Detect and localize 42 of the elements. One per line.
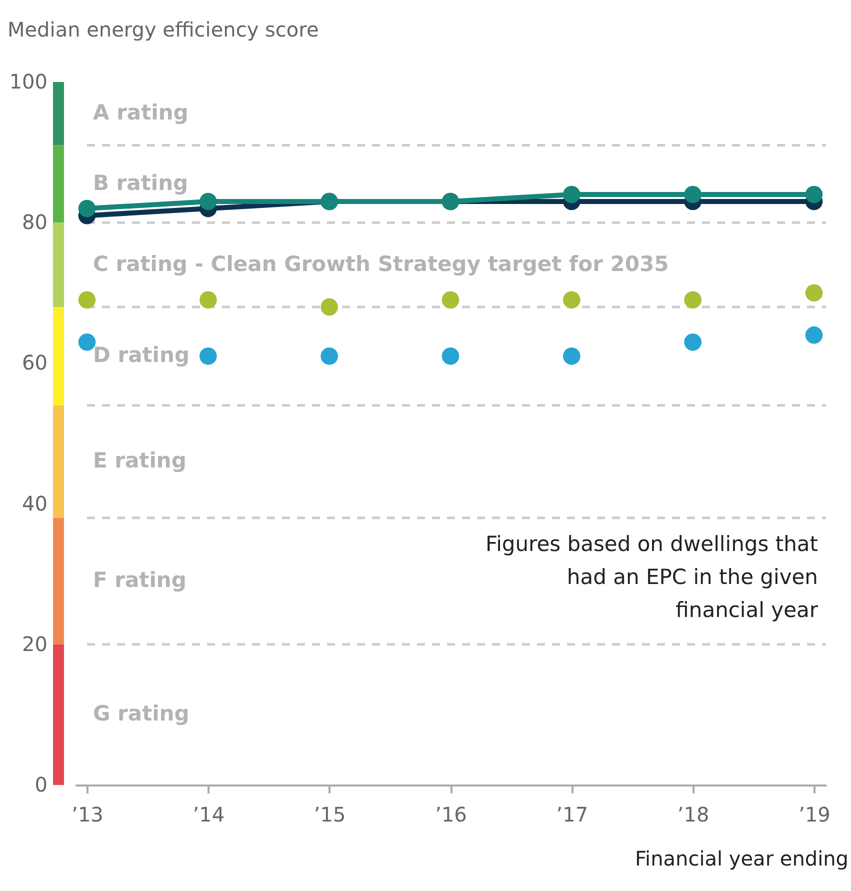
y-tick-label: 80 xyxy=(22,210,48,234)
point xyxy=(442,291,460,309)
x-tick-label: ’16 xyxy=(435,802,467,826)
point xyxy=(684,333,702,351)
x-tick-label: ’13 xyxy=(72,802,104,826)
point xyxy=(684,291,702,309)
x-axis-title: Financial year ending xyxy=(634,846,848,870)
point xyxy=(805,186,823,204)
point xyxy=(200,192,217,210)
point xyxy=(78,291,96,309)
annotation: B rating xyxy=(93,170,188,195)
y-tick-label: 40 xyxy=(22,491,48,516)
point xyxy=(563,291,580,309)
point xyxy=(320,298,338,316)
point xyxy=(320,348,338,365)
point xyxy=(805,326,823,344)
point xyxy=(78,200,96,218)
x-tick-label: ’17 xyxy=(556,802,588,826)
annotation: G rating xyxy=(93,702,190,726)
y-tick-label: 20 xyxy=(22,632,48,656)
annotation: A rating xyxy=(93,100,188,125)
point xyxy=(563,186,580,204)
annotation: E rating xyxy=(93,448,186,473)
x-tick-label: ’18 xyxy=(677,802,710,826)
y-tick-label: 0 xyxy=(34,772,48,796)
y-tick-label: 60 xyxy=(22,350,48,375)
point xyxy=(78,333,96,351)
x-tick-label: ’14 xyxy=(192,802,225,826)
point xyxy=(200,348,217,365)
point xyxy=(684,186,702,204)
annotation: C rating - Clean Growth Strategy target for 2035 xyxy=(93,252,669,276)
point xyxy=(200,291,217,309)
point xyxy=(805,284,823,302)
point xyxy=(563,348,580,365)
annotation: D rating xyxy=(93,343,190,368)
annotation: Figures based on dwellings that had an EPC in the given financial year xyxy=(486,532,818,622)
y-tick-label: 100 xyxy=(9,70,48,94)
x-tick-label: ’19 xyxy=(798,802,830,826)
y-axis-title: Median energy efficiency score xyxy=(8,18,319,42)
annotation: F rating xyxy=(93,568,186,592)
point xyxy=(442,348,460,365)
x-tick-label: ’15 xyxy=(314,802,346,826)
